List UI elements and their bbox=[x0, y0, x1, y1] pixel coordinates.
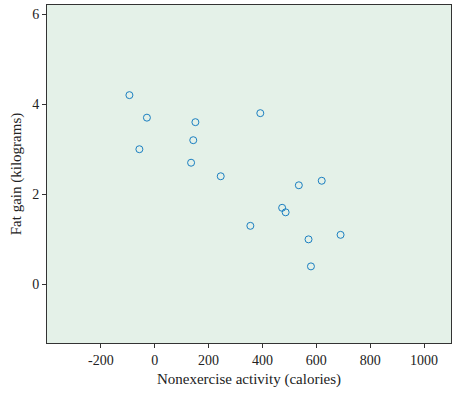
svg-text:0: 0 bbox=[151, 353, 158, 368]
svg-text:Nonexercise activity (calories: Nonexercise activity (calories) bbox=[157, 371, 341, 388]
svg-text:6: 6 bbox=[32, 7, 39, 22]
svg-text:1000: 1000 bbox=[410, 353, 438, 368]
svg-text:0: 0 bbox=[32, 277, 39, 292]
svg-text:200: 200 bbox=[198, 353, 219, 368]
svg-text:600: 600 bbox=[306, 353, 327, 368]
svg-text:-200: -200 bbox=[88, 353, 114, 368]
svg-text:2: 2 bbox=[32, 187, 39, 202]
svg-text:Fat gain (kilograms): Fat gain (kilograms) bbox=[8, 113, 25, 235]
svg-text:4: 4 bbox=[32, 97, 39, 112]
svg-text:800: 800 bbox=[360, 353, 381, 368]
svg-text:400: 400 bbox=[252, 353, 273, 368]
